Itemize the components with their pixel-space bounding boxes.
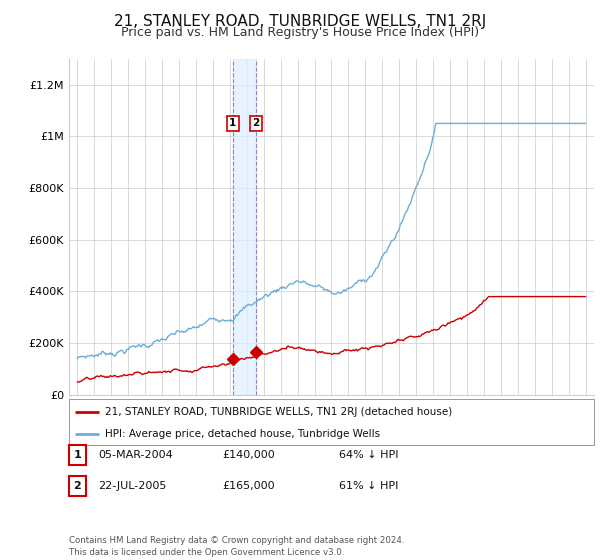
Text: 1: 1: [229, 118, 236, 128]
Text: 2: 2: [74, 481, 81, 491]
Text: 61% ↓ HPI: 61% ↓ HPI: [339, 481, 398, 491]
Text: Contains HM Land Registry data © Crown copyright and database right 2024.
This d: Contains HM Land Registry data © Crown c…: [69, 536, 404, 557]
Text: £140,000: £140,000: [222, 450, 275, 460]
Text: 21, STANLEY ROAD, TUNBRIDGE WELLS, TN1 2RJ (detached house): 21, STANLEY ROAD, TUNBRIDGE WELLS, TN1 2…: [105, 407, 452, 417]
Text: £165,000: £165,000: [222, 481, 275, 491]
Text: HPI: Average price, detached house, Tunbridge Wells: HPI: Average price, detached house, Tunb…: [105, 429, 380, 438]
Text: 1: 1: [74, 450, 81, 460]
Text: 21, STANLEY ROAD, TUNBRIDGE WELLS, TN1 2RJ: 21, STANLEY ROAD, TUNBRIDGE WELLS, TN1 2…: [114, 14, 486, 29]
Text: 2: 2: [253, 118, 260, 128]
Text: 64% ↓ HPI: 64% ↓ HPI: [339, 450, 398, 460]
Bar: [233, 59, 256, 395]
Text: 22-JUL-2005: 22-JUL-2005: [98, 481, 166, 491]
Text: Price paid vs. HM Land Registry's House Price Index (HPI): Price paid vs. HM Land Registry's House …: [121, 26, 479, 39]
Text: 05-MAR-2004: 05-MAR-2004: [98, 450, 173, 460]
